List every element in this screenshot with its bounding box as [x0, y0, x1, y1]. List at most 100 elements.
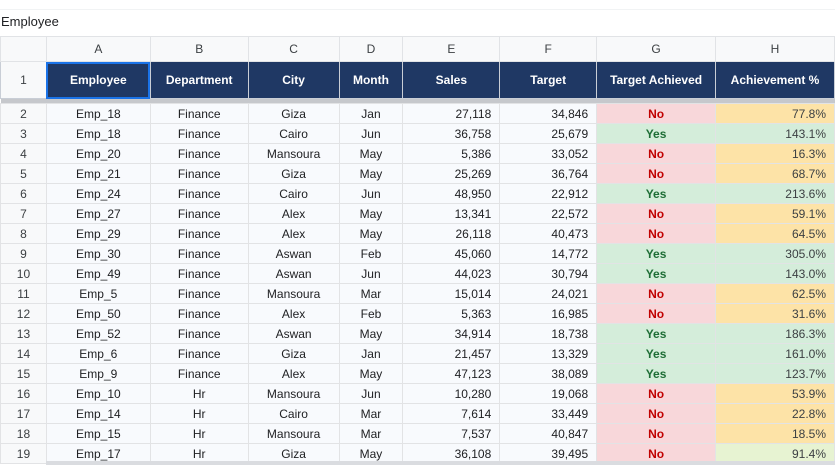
city-cell[interactable]: Aswan	[247, 323, 340, 344]
target-achieved-cell[interactable]: Yes	[596, 363, 717, 384]
sales-cell[interactable]: 15,014	[402, 283, 501, 304]
city-cell[interactable]: Aswan	[247, 243, 340, 264]
row-number[interactable]: 18	[0, 423, 47, 444]
select-all-corner[interactable]	[0, 36, 47, 62]
column-header-e[interactable]: E	[402, 36, 501, 62]
target-cell[interactable]: 19,068	[499, 383, 598, 404]
employee-cell[interactable]: Emp_50	[45, 303, 151, 324]
department-cell[interactable]: Finance	[149, 123, 249, 144]
employee-cell[interactable]: Emp_18	[45, 123, 151, 144]
target-cell[interactable]: 22,912	[499, 183, 598, 204]
month-cell[interactable]: Jan	[338, 343, 404, 364]
month-cell[interactable]: Jun	[338, 183, 404, 204]
sales-cell[interactable]: 47,123	[402, 363, 501, 384]
target-achieved-cell[interactable]: Yes	[596, 323, 717, 344]
target-cell[interactable]: 18,738	[499, 323, 598, 344]
target-cell[interactable]: 39,495	[499, 443, 598, 464]
employee-cell[interactable]: Emp_10	[45, 383, 151, 404]
column-header-h[interactable]: H	[715, 36, 835, 62]
sales-cell[interactable]: 7,614	[402, 403, 501, 424]
target-achieved-cell[interactable]: No	[596, 443, 717, 464]
target-cell[interactable]: 14,772	[499, 243, 598, 264]
sales-cell[interactable]: 45,060	[402, 243, 501, 264]
employee-cell[interactable]: Emp_52	[45, 323, 151, 344]
target-cell[interactable]: 25,679	[499, 123, 598, 144]
month-cell[interactable]: May	[338, 443, 404, 464]
department-cell[interactable]: Finance	[149, 283, 249, 304]
city-cell[interactable]: Mansoura	[247, 283, 340, 304]
month-cell[interactable]: Jun	[338, 383, 404, 404]
row-number[interactable]: 19	[0, 443, 47, 464]
city-cell[interactable]: Alex	[247, 363, 340, 384]
column-header-a[interactable]: A	[45, 36, 151, 62]
sales-cell[interactable]: 5,363	[402, 303, 501, 324]
city-cell[interactable]: Alex	[247, 303, 340, 324]
employee-cell[interactable]: Emp_24	[45, 183, 151, 204]
row-number[interactable]: 5	[0, 163, 47, 184]
department-cell[interactable]: Finance	[149, 243, 249, 264]
target-achieved-cell[interactable]: Yes	[596, 123, 717, 144]
row-number[interactable]: 4	[0, 143, 47, 164]
department-cell[interactable]: Finance	[149, 323, 249, 344]
column-header-c[interactable]: C	[247, 36, 340, 62]
row-number[interactable]: 11	[0, 283, 47, 304]
header-cell-department[interactable]: Department	[149, 61, 249, 99]
sales-cell[interactable]: 36,108	[402, 443, 501, 464]
month-cell[interactable]: May	[338, 143, 404, 164]
month-cell[interactable]: Feb	[338, 243, 404, 264]
column-header-d[interactable]: D	[338, 36, 404, 62]
target-achieved-cell[interactable]: No	[596, 403, 717, 424]
achievement-pct-cell[interactable]: 59.1%	[715, 203, 835, 224]
month-cell[interactable]: Jan	[338, 103, 404, 124]
row-number[interactable]: 10	[0, 263, 47, 284]
target-cell[interactable]: 13,329	[499, 343, 598, 364]
department-cell[interactable]: Finance	[149, 263, 249, 284]
header-cell-target-achieved[interactable]: Target Achieved	[596, 61, 717, 99]
formula-bar[interactable]: Employee	[0, 0, 835, 36]
sales-cell[interactable]: 10,280	[402, 383, 501, 404]
target-achieved-cell[interactable]: No	[596, 143, 717, 164]
row-number[interactable]: 1	[0, 61, 47, 99]
achievement-pct-cell[interactable]: 161.0%	[715, 343, 835, 364]
employee-cell[interactable]: Emp_29	[45, 223, 151, 244]
sales-cell[interactable]: 13,341	[402, 203, 501, 224]
city-cell[interactable]: Mansoura	[247, 423, 340, 444]
achievement-pct-cell[interactable]: 68.7%	[715, 163, 835, 184]
freeze-divider[interactable]	[0, 98, 835, 104]
achievement-pct-cell[interactable]: 77.8%	[715, 103, 835, 124]
department-cell[interactable]: Finance	[149, 163, 249, 184]
target-achieved-cell[interactable]: Yes	[596, 343, 717, 364]
header-cell-employee[interactable]: Employee	[45, 61, 151, 99]
column-header-b[interactable]: B	[149, 36, 249, 62]
department-cell[interactable]: Finance	[149, 363, 249, 384]
employee-cell[interactable]: Emp_49	[45, 263, 151, 284]
month-cell[interactable]: Feb	[338, 303, 404, 324]
department-cell[interactable]: Finance	[149, 143, 249, 164]
city-cell[interactable]: Giza	[247, 103, 340, 124]
city-cell[interactable]: Alex	[247, 203, 340, 224]
department-cell[interactable]: Finance	[149, 223, 249, 244]
city-cell[interactable]: Cairo	[247, 403, 340, 424]
row-number[interactable]: 16	[0, 383, 47, 404]
achievement-pct-cell[interactable]: 143.0%	[715, 263, 835, 284]
sales-cell[interactable]: 26,118	[402, 223, 501, 244]
formula-bar-value[interactable]: Employee	[1, 14, 59, 29]
city-cell[interactable]: Cairo	[247, 123, 340, 144]
employee-cell[interactable]: Emp_5	[45, 283, 151, 304]
header-cell-target[interactable]: Target	[499, 61, 598, 99]
target-cell[interactable]: 36,764	[499, 163, 598, 184]
sales-cell[interactable]: 27,118	[402, 103, 501, 124]
row-number[interactable]: 2	[0, 103, 47, 124]
target-cell[interactable]: 16,985	[499, 303, 598, 324]
column-header-g[interactable]: G	[596, 36, 717, 62]
department-cell[interactable]: Finance	[149, 103, 249, 124]
row-number[interactable]: 17	[0, 403, 47, 424]
target-achieved-cell[interactable]: No	[596, 223, 717, 244]
target-achieved-cell[interactable]: Yes	[596, 243, 717, 264]
row-number[interactable]: 8	[0, 223, 47, 244]
sales-cell[interactable]: 44,023	[402, 263, 501, 284]
target-cell[interactable]: 38,089	[499, 363, 598, 384]
employee-cell[interactable]: Emp_27	[45, 203, 151, 224]
city-cell[interactable]: Cairo	[247, 183, 340, 204]
employee-cell[interactable]: Emp_17	[45, 443, 151, 464]
